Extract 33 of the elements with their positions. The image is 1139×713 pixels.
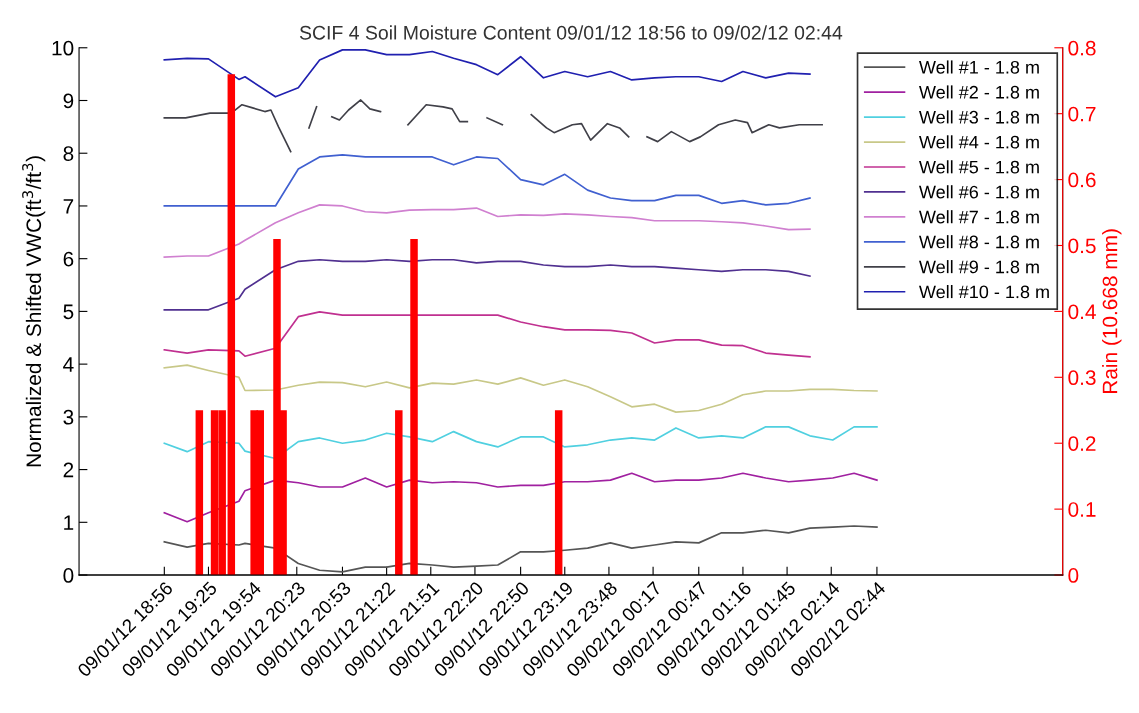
y-tick-label: 10: [52, 40, 74, 56]
y-tick-label: 6: [63, 251, 74, 267]
y-tick-label: 2: [63, 462, 74, 478]
y-tick-label: 3: [63, 409, 74, 425]
y2-tick-label: 0.1: [1068, 502, 1096, 517]
y-tick-label: 9: [63, 93, 74, 109]
legend-label: Well #7 - 1.8 m: [919, 210, 1039, 224]
y2-tick-label: 0.8: [1068, 40, 1096, 56]
legend-label: Well #1 - 1.8 m: [919, 60, 1039, 74]
legend-label: Well #6 - 1.8 m: [919, 185, 1039, 199]
y-tick-label: 5: [63, 304, 74, 320]
y2-tick-label: 0: [1068, 568, 1079, 583]
y-tick-label: 0: [63, 568, 74, 583]
legend-label: Well #10 - 1.8 m: [919, 285, 1049, 299]
legend-label: Well #9 - 1.8 m: [919, 260, 1039, 274]
legend-label: Well #2 - 1.8 m: [919, 85, 1039, 99]
legend-label: Well #3 - 1.8 m: [919, 110, 1039, 124]
y-tick-label: 1: [64, 515, 74, 530]
y2-tick-label: 0.5: [1068, 238, 1096, 254]
y-tick-label: 8: [63, 146, 74, 161]
chart-title: SCIF 4 Soil Moisture Content 09/01/12 18:56 to 09/02/12 02:44: [299, 25, 843, 40]
y2-tick-label: 0.2: [1068, 436, 1096, 451]
y2-axis-title: Rain (10.668 mm): [1102, 229, 1122, 394]
legend-label: Well #4 - 1.8 m: [919, 135, 1039, 149]
y2-tick-label: 0.6: [1068, 172, 1096, 188]
legend-label: Well #8 - 1.8 m: [919, 235, 1039, 249]
legend-label: Well #5 - 1.8 m: [919, 160, 1039, 174]
y2-tick-label: 0.3: [1068, 370, 1096, 386]
y-axis-title: Normalized & Shifted VWC(ft$^{3}$/ft$^{3}$): [22, 156, 46, 467]
y-tick-label: 4: [63, 357, 74, 372]
y-tick-label: 7: [63, 199, 74, 214]
y2-tick-label: 0.7: [1068, 106, 1096, 122]
y2-tick-label: 0.4: [1068, 304, 1096, 320]
